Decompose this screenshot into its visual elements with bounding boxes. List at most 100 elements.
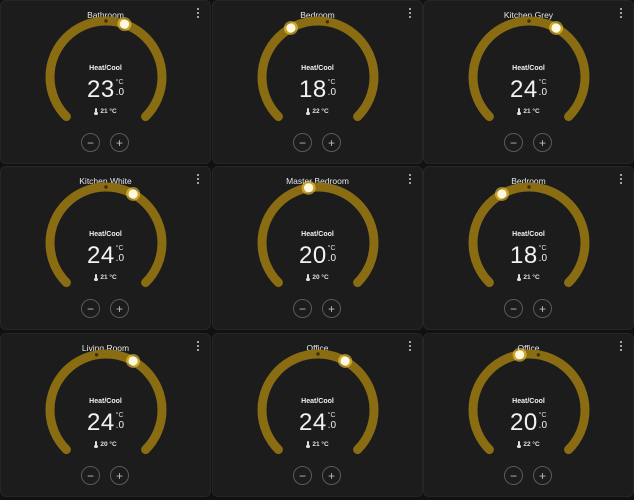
target-temperature: 24 °C .0 — [1, 244, 210, 268]
temperature-dial[interactable] — [26, 348, 186, 473]
current-temperature-marker — [536, 353, 541, 357]
thermostat-card: Master Bedroom Heat/Cool 20 °C .0 20 °C … — [212, 166, 423, 330]
target-temperature-handle[interactable] — [497, 189, 507, 199]
increase-temperature-button[interactable]: + — [322, 466, 341, 485]
temperature-dial[interactable] — [449, 15, 609, 140]
increase-temperature-button[interactable]: + — [322, 133, 341, 152]
thermometer-icon — [517, 441, 521, 448]
temperature-dial[interactable] — [238, 181, 398, 306]
current-temperature-marker — [527, 185, 531, 189]
decrease-temperature-button[interactable]: − — [81, 133, 100, 152]
target-temperature-handle[interactable] — [551, 23, 561, 33]
target-temperature-integer: 24 — [298, 409, 327, 436]
temperature-dial[interactable] — [238, 348, 398, 473]
temperature-dial[interactable] — [238, 15, 398, 140]
more-vertical-icon[interactable] — [618, 341, 624, 351]
target-temperature-handle[interactable] — [515, 350, 525, 360]
minus-icon: − — [509, 301, 517, 316]
increase-temperature-button[interactable]: + — [110, 466, 129, 485]
current-temperature-value: 21 °C — [100, 108, 117, 115]
temperature-dial[interactable] — [449, 348, 609, 473]
card-title: Kitchen Grey — [503, 10, 554, 20]
thermostat-card: Bedroom Heat/Cool 18 °C .0 22 °C − + — [212, 0, 423, 164]
target-temperature-integer: 23 — [86, 76, 115, 103]
target-temperature-integer: 20 — [298, 242, 327, 269]
thermostat-card: Kitchen Grey Heat/Cool 24 °C .0 21 °C − … — [423, 0, 634, 164]
hvac-mode-label: Heat/Cool — [512, 231, 545, 238]
temperature-dial[interactable] — [26, 15, 186, 140]
target-temperature-handle[interactable] — [286, 23, 296, 33]
target-temperature-integer: 24 — [509, 76, 538, 103]
target-temperature-handle[interactable] — [304, 183, 314, 193]
temperature-dial[interactable] — [26, 181, 186, 306]
temperature-unit: °C — [327, 412, 336, 419]
temperature-dial[interactable] — [449, 181, 609, 306]
temperature-unit: °C — [538, 245, 547, 252]
more-vertical-icon[interactable] — [618, 8, 624, 18]
card-title: Office — [306, 343, 329, 353]
more-vertical-icon[interactable] — [195, 174, 201, 184]
more-vertical-icon[interactable] — [618, 174, 624, 184]
thermostat-card: Living Room Heat/Cool 24 °C .0 20 °C − + — [0, 333, 211, 497]
decrease-temperature-button[interactable]: − — [293, 133, 312, 152]
decrease-temperature-button[interactable]: − — [504, 133, 523, 152]
card-title: Kitchen White — [79, 176, 132, 186]
increase-temperature-button[interactable]: + — [533, 466, 552, 485]
minus-icon: − — [86, 135, 94, 150]
decrease-temperature-button[interactable]: − — [504, 466, 523, 485]
temperature-unit: °C — [538, 79, 547, 86]
plus-icon: + — [115, 468, 123, 483]
current-temperature: 22 °C — [213, 108, 422, 115]
minus-icon: − — [86, 468, 94, 483]
current-temperature-value: 22 °C — [312, 108, 329, 115]
plus-icon: + — [327, 135, 335, 150]
card-title: Office — [517, 343, 540, 353]
decrease-temperature-button[interactable]: − — [81, 299, 100, 318]
target-temperature-handle[interactable] — [128, 189, 138, 199]
more-vertical-icon[interactable] — [195, 341, 201, 351]
card-title: Bathroom — [87, 10, 124, 20]
more-vertical-icon[interactable] — [407, 174, 413, 184]
decrease-temperature-button[interactable]: − — [293, 466, 312, 485]
target-temperature-handle[interactable] — [119, 19, 130, 29]
more-vertical-icon[interactable] — [407, 8, 413, 18]
hvac-mode-label: Heat/Cool — [301, 231, 334, 238]
minus-icon: − — [509, 135, 517, 150]
target-temperature-integer: 18 — [509, 242, 538, 269]
target-temperature: 24 °C .0 — [1, 411, 210, 435]
target-temperature: 18 °C .0 — [424, 244, 633, 268]
decrease-temperature-button[interactable]: − — [504, 299, 523, 318]
target-temperature: 24 °C .0 — [424, 78, 633, 102]
target-temperature-handle[interactable] — [340, 356, 350, 366]
plus-icon: + — [327, 301, 335, 316]
plus-icon: + — [115, 135, 123, 150]
increase-temperature-button[interactable]: + — [533, 133, 552, 152]
temperature-unit: °C — [115, 245, 124, 252]
thermometer-icon — [517, 108, 521, 115]
target-temperature-decimal: .0 — [327, 87, 337, 98]
current-temperature-value: 21 °C — [523, 274, 540, 281]
dial-arc — [257, 16, 379, 122]
thermometer-icon — [94, 441, 98, 448]
increase-temperature-button[interactable]: + — [533, 299, 552, 318]
decrease-temperature-button[interactable]: − — [293, 299, 312, 318]
decrease-temperature-button[interactable]: − — [81, 466, 100, 485]
thermostat-card: Bedroom Heat/Cool 18 °C .0 21 °C − + — [423, 166, 634, 330]
current-temperature-value: 21 °C — [523, 108, 540, 115]
more-vertical-icon[interactable] — [407, 341, 413, 351]
hvac-mode-label: Heat/Cool — [512, 398, 545, 405]
card-title: Living Room — [81, 343, 130, 353]
current-temperature-value: 22 °C — [523, 441, 540, 448]
card-title: Bedroom — [511, 176, 546, 186]
minus-icon: − — [509, 468, 517, 483]
minus-icon: − — [86, 301, 94, 316]
increase-temperature-button[interactable]: + — [322, 299, 341, 318]
target-temperature-handle[interactable] — [128, 356, 138, 366]
increase-temperature-button[interactable]: + — [110, 299, 129, 318]
minus-icon: − — [298, 135, 306, 150]
increase-temperature-button[interactable]: + — [110, 133, 129, 152]
temperature-unit: °C — [538, 412, 547, 419]
current-temperature-marker — [316, 352, 320, 356]
more-vertical-icon[interactable] — [195, 8, 201, 18]
